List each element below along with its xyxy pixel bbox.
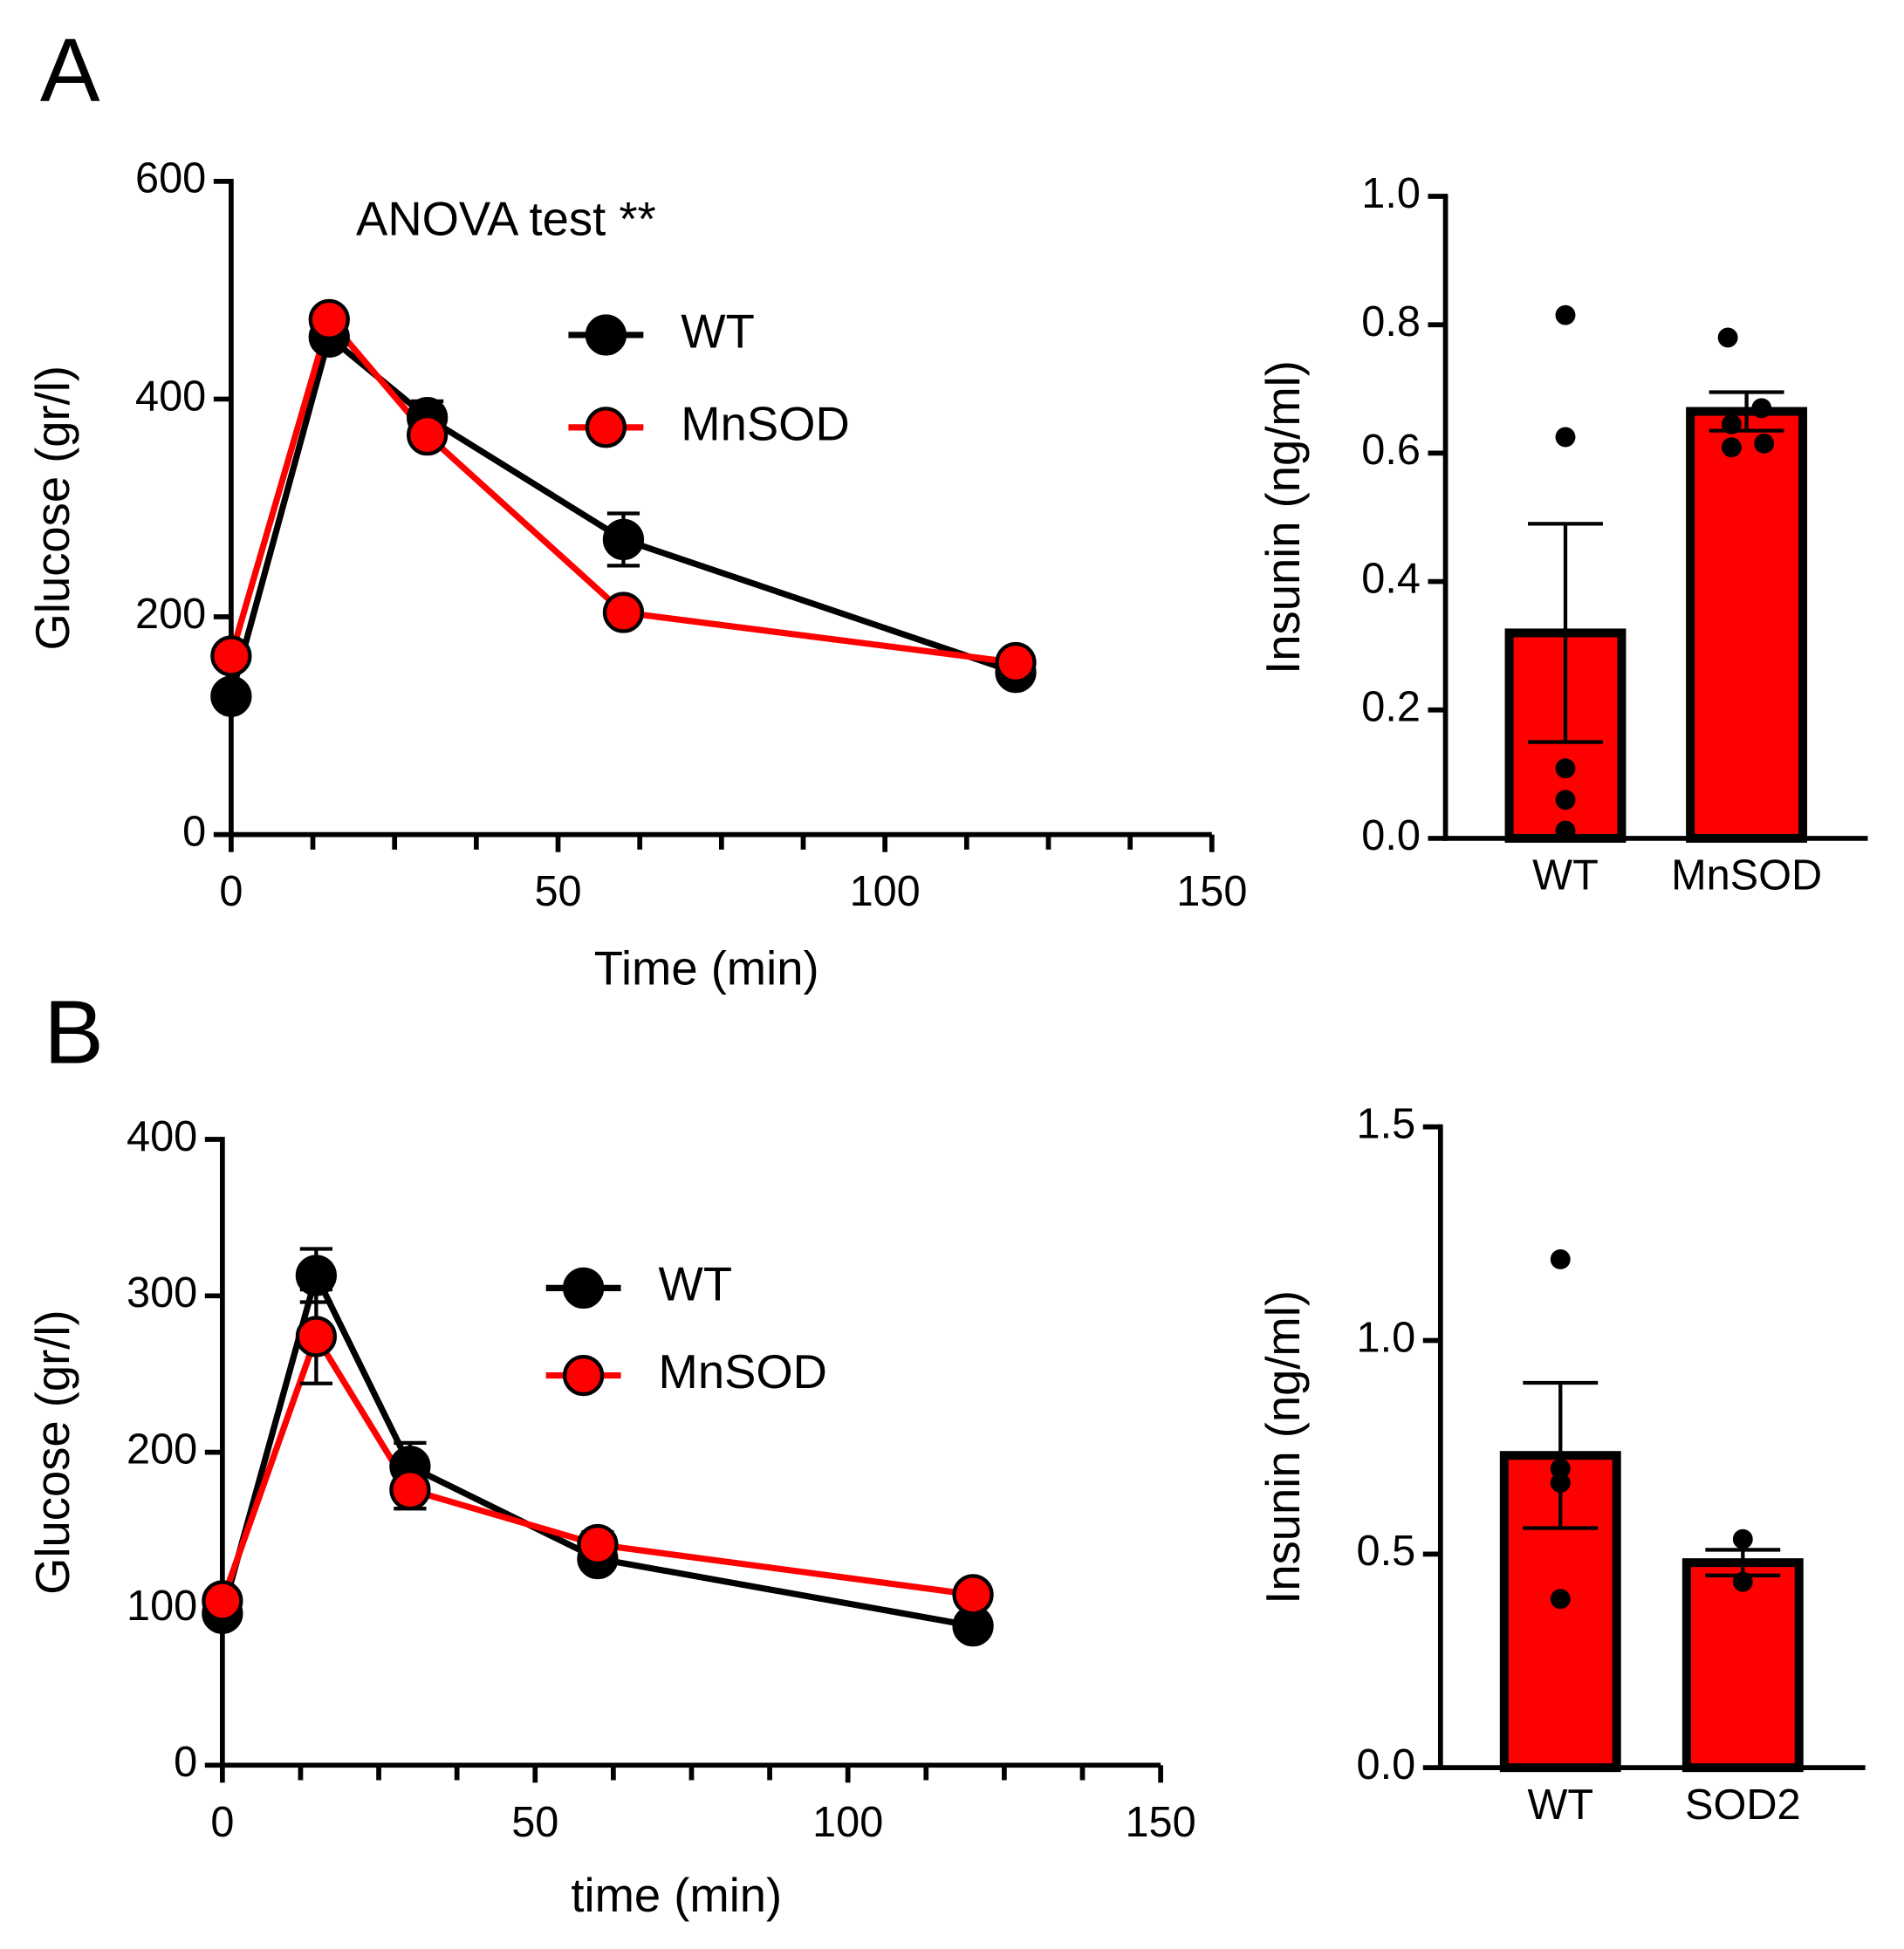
legend-label: WT bbox=[659, 1258, 733, 1311]
data-point bbox=[1555, 427, 1576, 448]
marker bbox=[202, 1580, 243, 1622]
x-tick-label: 100 bbox=[812, 1799, 883, 1846]
x-tick-label: 150 bbox=[1176, 868, 1247, 915]
y-tick-label: 200 bbox=[127, 1426, 197, 1474]
y-axis-title: Glucose (gr/l) bbox=[26, 1310, 79, 1594]
y-axis-title: Glucose (gr/l) bbox=[26, 366, 79, 650]
marker bbox=[995, 641, 1037, 684]
x-axis-title: time (min) bbox=[571, 1869, 782, 1922]
data-point bbox=[1550, 1473, 1571, 1494]
marker bbox=[952, 1574, 994, 1616]
y-tick-label: 0.4 bbox=[1361, 555, 1421, 602]
x-tick-label: WT bbox=[1527, 1781, 1593, 1829]
data-point bbox=[1717, 327, 1738, 348]
legend-label: WT bbox=[681, 304, 755, 358]
data-point bbox=[1754, 433, 1775, 454]
marker bbox=[407, 414, 449, 456]
data-point bbox=[1751, 398, 1772, 419]
legend-label: MnSOD bbox=[659, 1345, 827, 1398]
marker bbox=[577, 1523, 619, 1566]
marker bbox=[295, 1316, 338, 1357]
legend-marker bbox=[585, 314, 627, 356]
y-axis-title: Insunin (ng/ml) bbox=[1257, 1290, 1310, 1604]
y-tick-label: 0.2 bbox=[1361, 684, 1421, 731]
x-tick-label: 0 bbox=[210, 1799, 234, 1846]
marker bbox=[210, 635, 252, 677]
y-tick-label: 0.0 bbox=[1361, 812, 1421, 859]
x-tick-label: WT bbox=[1532, 852, 1599, 899]
y-tick-label: 300 bbox=[127, 1269, 197, 1316]
x-axis-title: Time (min) bbox=[594, 942, 819, 995]
data-point bbox=[1721, 437, 1742, 458]
x-tick-label: 50 bbox=[511, 1799, 558, 1846]
y-tick-label: 1.5 bbox=[1357, 1101, 1416, 1148]
data-point bbox=[1732, 1571, 1753, 1592]
x-tick-label: 0 bbox=[219, 868, 243, 915]
panel-label: B bbox=[44, 982, 104, 1083]
y-tick-label: 400 bbox=[135, 373, 206, 420]
data-point bbox=[1721, 414, 1742, 434]
error-bar bbox=[1709, 390, 1784, 433]
y-tick-label: 0.6 bbox=[1361, 427, 1421, 474]
marker bbox=[210, 675, 252, 717]
legend-marker bbox=[563, 1267, 605, 1309]
marker bbox=[389, 1469, 431, 1511]
data-point bbox=[1550, 1249, 1571, 1269]
y-tick-label: 0 bbox=[174, 1739, 197, 1786]
marker bbox=[295, 1255, 338, 1296]
data-point bbox=[1550, 1589, 1571, 1610]
y-tick-label: 600 bbox=[135, 155, 206, 202]
x-tick-label: SOD2 bbox=[1685, 1781, 1801, 1829]
y-tick-label: 0.8 bbox=[1361, 298, 1421, 345]
panel-label: A bbox=[40, 20, 100, 120]
bar bbox=[1681, 1558, 1804, 1773]
error-bar bbox=[1523, 1380, 1599, 1530]
y-tick-label: 1.0 bbox=[1357, 1314, 1416, 1361]
bar bbox=[1686, 407, 1808, 843]
x-tick-label: 150 bbox=[1126, 1799, 1196, 1846]
marker bbox=[308, 298, 350, 340]
x-tick-label: MnSOD bbox=[1671, 852, 1822, 899]
data-point bbox=[1732, 1528, 1753, 1549]
y-axis-title: Insunin (ng/ml) bbox=[1257, 360, 1310, 674]
data-point bbox=[1555, 758, 1576, 779]
y-tick-label: 100 bbox=[127, 1583, 197, 1630]
error-bar bbox=[1528, 522, 1603, 744]
x-tick-label: 50 bbox=[534, 868, 581, 915]
y-tick-label: 0.5 bbox=[1357, 1528, 1416, 1575]
data-point bbox=[1555, 820, 1576, 841]
marker bbox=[602, 518, 645, 561]
data-point bbox=[1555, 304, 1576, 325]
marker bbox=[602, 592, 645, 633]
y-tick-label: 0 bbox=[182, 809, 206, 856]
x-tick-label: 100 bbox=[850, 868, 921, 915]
annotation: ANOVA test ** bbox=[356, 192, 656, 245]
legend-label: MnSOD bbox=[681, 397, 849, 450]
data-point bbox=[1550, 1458, 1571, 1479]
y-tick-label: 400 bbox=[127, 1113, 197, 1160]
y-tick-label: 1.0 bbox=[1361, 170, 1421, 217]
legend-marker bbox=[563, 1354, 605, 1397]
legend-marker bbox=[585, 407, 627, 448]
data-point bbox=[1555, 790, 1576, 810]
y-tick-label: 0.0 bbox=[1357, 1741, 1416, 1788]
y-tick-label: 200 bbox=[135, 591, 206, 638]
